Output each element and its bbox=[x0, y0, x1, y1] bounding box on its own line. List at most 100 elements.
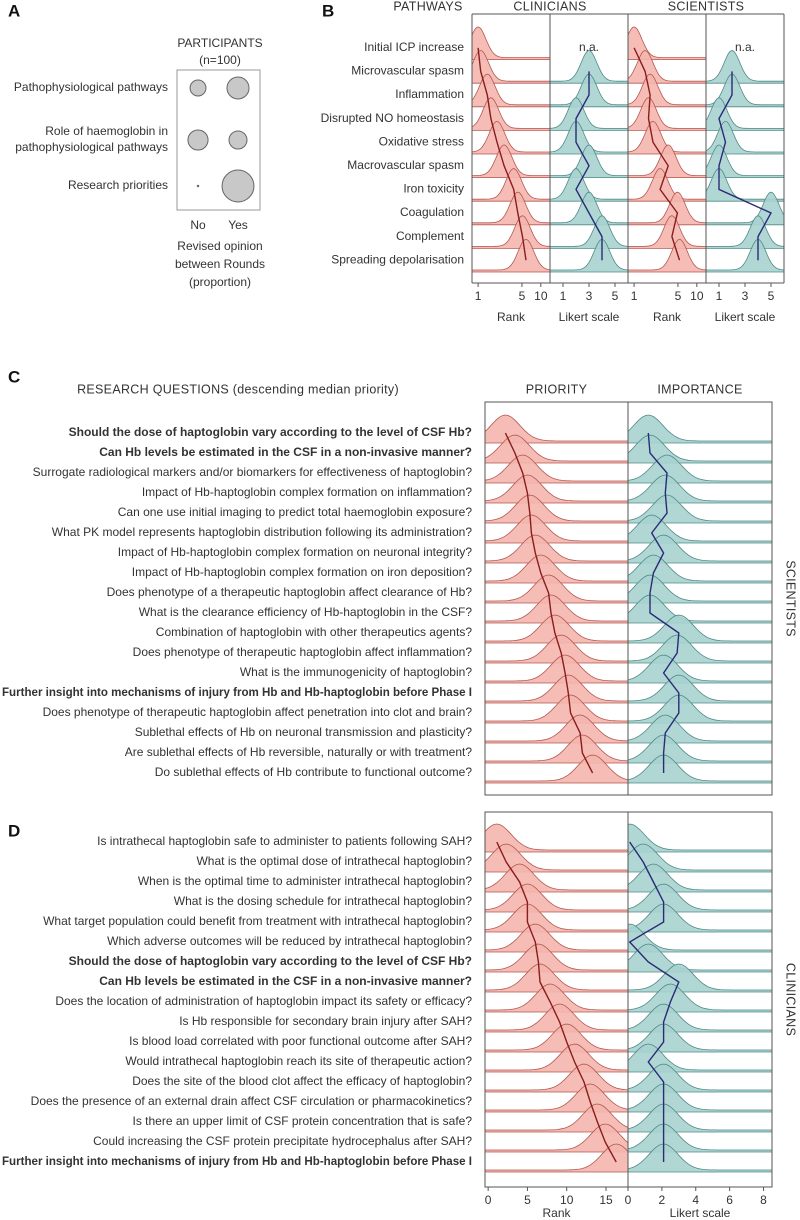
row-label: What PK model represents haptoglobin dis… bbox=[52, 525, 473, 539]
ridge bbox=[627, 50, 707, 84]
ridge bbox=[484, 883, 629, 913]
row-label: Macrovascular spasm bbox=[347, 158, 464, 172]
row-label: What is the immunogenicity of haptoglobi… bbox=[240, 665, 472, 679]
row-label: Could increasing the CSF protein precipi… bbox=[93, 1134, 472, 1148]
ridge bbox=[484, 514, 629, 544]
row-label: Coagulation bbox=[400, 205, 464, 219]
row-label: Would intrathecal haptoglobin reach its … bbox=[125, 1054, 472, 1068]
row-label: Should the dose of haptoglobin vary acco… bbox=[69, 954, 472, 968]
ridge bbox=[484, 534, 629, 564]
median-line bbox=[628, 841, 680, 1162]
bubble bbox=[221, 169, 255, 203]
ridge bbox=[484, 554, 629, 584]
ridge bbox=[627, 574, 773, 604]
ridge bbox=[549, 144, 629, 178]
row-label: Initial ICP increase bbox=[364, 40, 464, 54]
row-label: Do sublethal effects of Hb contribute to… bbox=[155, 765, 473, 779]
ridge bbox=[484, 614, 629, 644]
text-line: Research priorities bbox=[68, 178, 168, 192]
ridge bbox=[471, 50, 551, 84]
ridge bbox=[484, 843, 629, 873]
panel-letter: D bbox=[8, 821, 20, 840]
ridge bbox=[484, 823, 629, 853]
row-label: Does the location of administration of h… bbox=[55, 994, 472, 1008]
side-label: CLINICIANS bbox=[784, 963, 798, 1036]
ridge bbox=[627, 963, 773, 993]
ridge bbox=[627, 238, 707, 273]
median-line bbox=[633, 47, 681, 261]
ridge bbox=[484, 1043, 629, 1073]
ridge bbox=[627, 414, 773, 444]
na-label: n.a. bbox=[579, 40, 599, 54]
x-tick-label: 2 bbox=[659, 1193, 666, 1207]
row-label: Impact of Hb-haptoglobin complex formati… bbox=[132, 565, 473, 579]
x-axis-label: Likert scale bbox=[559, 310, 620, 324]
ridge bbox=[627, 168, 707, 202]
x-tick-label: 0 bbox=[625, 1193, 632, 1207]
x-tick-label: 1 bbox=[560, 289, 567, 303]
row-label: Is intrathecal haptoglobin safe to admin… bbox=[97, 834, 472, 848]
ridge bbox=[484, 594, 629, 624]
ridge bbox=[484, 1023, 629, 1053]
row-label: Role of haemoglobin in pathophysiological… bbox=[15, 124, 168, 154]
median-line bbox=[496, 841, 617, 1163]
x-tick-label: 5 bbox=[768, 289, 775, 303]
x-tick-label: 5 bbox=[612, 289, 619, 303]
x-tick-label: 3 bbox=[742, 289, 749, 303]
x-tick-label: Yes bbox=[228, 218, 248, 232]
row-label: Spreading depolarisation bbox=[331, 252, 464, 266]
ridge bbox=[484, 454, 629, 484]
row-label: Complement bbox=[396, 229, 465, 243]
ridge bbox=[484, 983, 629, 1013]
row-label: Surrogate radiological markers and/or bi… bbox=[33, 465, 473, 479]
text-line: (proportion) bbox=[189, 275, 251, 289]
ridge bbox=[484, 963, 629, 993]
row-label: What is the optimal dose of intrathecal … bbox=[196, 854, 472, 868]
ridge bbox=[484, 434, 629, 464]
row-label: Can Hb levels be estimated in the CSF in… bbox=[99, 445, 472, 459]
chart-title: PARTICIPANTS bbox=[177, 36, 262, 50]
panel-letter: B bbox=[322, 1, 334, 20]
ridge bbox=[484, 654, 629, 684]
x-tick-label: 4 bbox=[692, 1193, 699, 1207]
row-label: What target population could benefit fro… bbox=[43, 914, 472, 928]
row-label: Can Hb levels be estimated in the CSF in… bbox=[99, 974, 472, 988]
x-tick-label: No bbox=[190, 218, 206, 232]
plot-frame bbox=[176, 69, 261, 211]
row-label: Does phenotype of therapeutic haptoglobi… bbox=[43, 705, 473, 719]
row-label: Does the presence of an external drain a… bbox=[31, 1094, 473, 1108]
ridge bbox=[705, 50, 785, 84]
ridge bbox=[549, 97, 629, 131]
ridge bbox=[484, 1003, 629, 1033]
row-label: Does phenotype of therapeutic haptoglobi… bbox=[133, 645, 473, 659]
ridge bbox=[627, 554, 773, 584]
side-label: SCIENTISTS bbox=[784, 560, 798, 637]
bubble bbox=[187, 129, 209, 151]
ridge bbox=[627, 654, 773, 684]
text-line: pathophysiological pathways bbox=[15, 140, 168, 154]
ridge bbox=[484, 943, 629, 973]
ridge bbox=[484, 634, 629, 664]
ridge bbox=[471, 168, 551, 202]
x-tick-label: 6 bbox=[726, 1193, 733, 1207]
text-line: Role of haemoglobin in bbox=[45, 124, 168, 138]
ridge bbox=[471, 73, 551, 108]
ridge bbox=[627, 943, 773, 973]
ridge bbox=[484, 903, 629, 933]
row-label: Are sublethal effects of Hb reversible, … bbox=[125, 745, 473, 759]
x-tick-label: 0 bbox=[485, 1193, 492, 1207]
x-tick-label: 10 bbox=[534, 289, 548, 303]
row-label: Should the dose of haptoglobin vary acco… bbox=[69, 425, 472, 439]
row-label: Is there an upper limit of CSF protein c… bbox=[132, 1114, 472, 1128]
ridge bbox=[627, 614, 773, 644]
na-label: n.a. bbox=[735, 40, 755, 54]
median-line bbox=[477, 47, 527, 261]
ridge bbox=[471, 238, 551, 273]
x-axis-label: Rank bbox=[497, 310, 526, 324]
ridge bbox=[484, 414, 629, 444]
x-axis-label: Revised opinion between Rounds (proportion… bbox=[175, 239, 265, 289]
ridge bbox=[627, 843, 773, 873]
ridge bbox=[705, 215, 785, 249]
x-tick-label: 10 bbox=[560, 1193, 574, 1207]
ridge bbox=[484, 694, 629, 724]
